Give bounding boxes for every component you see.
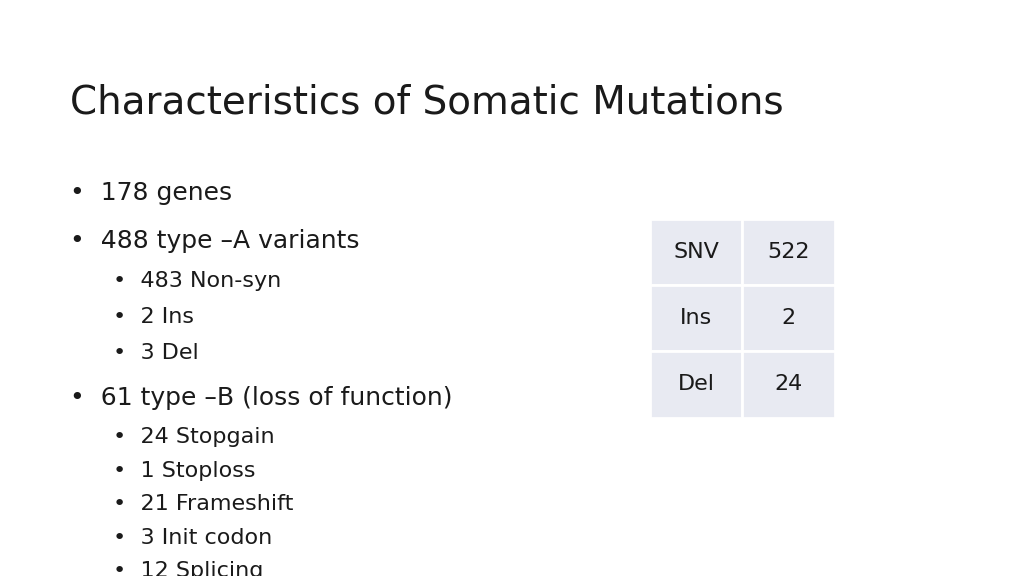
FancyBboxPatch shape — [650, 219, 742, 285]
Text: 522: 522 — [767, 242, 810, 262]
Text: 2: 2 — [781, 308, 796, 328]
Text: 24: 24 — [774, 374, 803, 395]
Text: •  3 Del: • 3 Del — [113, 343, 199, 363]
Text: Characteristics of Somatic Mutations: Characteristics of Somatic Mutations — [70, 84, 783, 122]
Text: •  24 Stopgain: • 24 Stopgain — [113, 427, 274, 448]
FancyBboxPatch shape — [650, 285, 742, 351]
Text: •  12 Splicing: • 12 Splicing — [113, 561, 263, 576]
FancyBboxPatch shape — [742, 219, 835, 285]
Text: •  61 type –B (loss of function): • 61 type –B (loss of function) — [70, 386, 453, 410]
Text: •  178 genes: • 178 genes — [70, 181, 231, 206]
Text: SNV: SNV — [674, 242, 719, 262]
Text: •  21 Frameshift: • 21 Frameshift — [113, 494, 293, 514]
FancyBboxPatch shape — [650, 351, 742, 418]
Text: Ins: Ins — [680, 308, 713, 328]
FancyBboxPatch shape — [742, 285, 835, 351]
Text: •  483 Non-syn: • 483 Non-syn — [113, 271, 281, 291]
Text: •  3 Init codon: • 3 Init codon — [113, 528, 272, 548]
Text: •  2 Ins: • 2 Ins — [113, 307, 194, 327]
Text: •  488 type –A variants: • 488 type –A variants — [70, 229, 359, 253]
Text: •  1 Stoploss: • 1 Stoploss — [113, 461, 255, 481]
FancyBboxPatch shape — [742, 351, 835, 418]
Text: Del: Del — [678, 374, 715, 395]
